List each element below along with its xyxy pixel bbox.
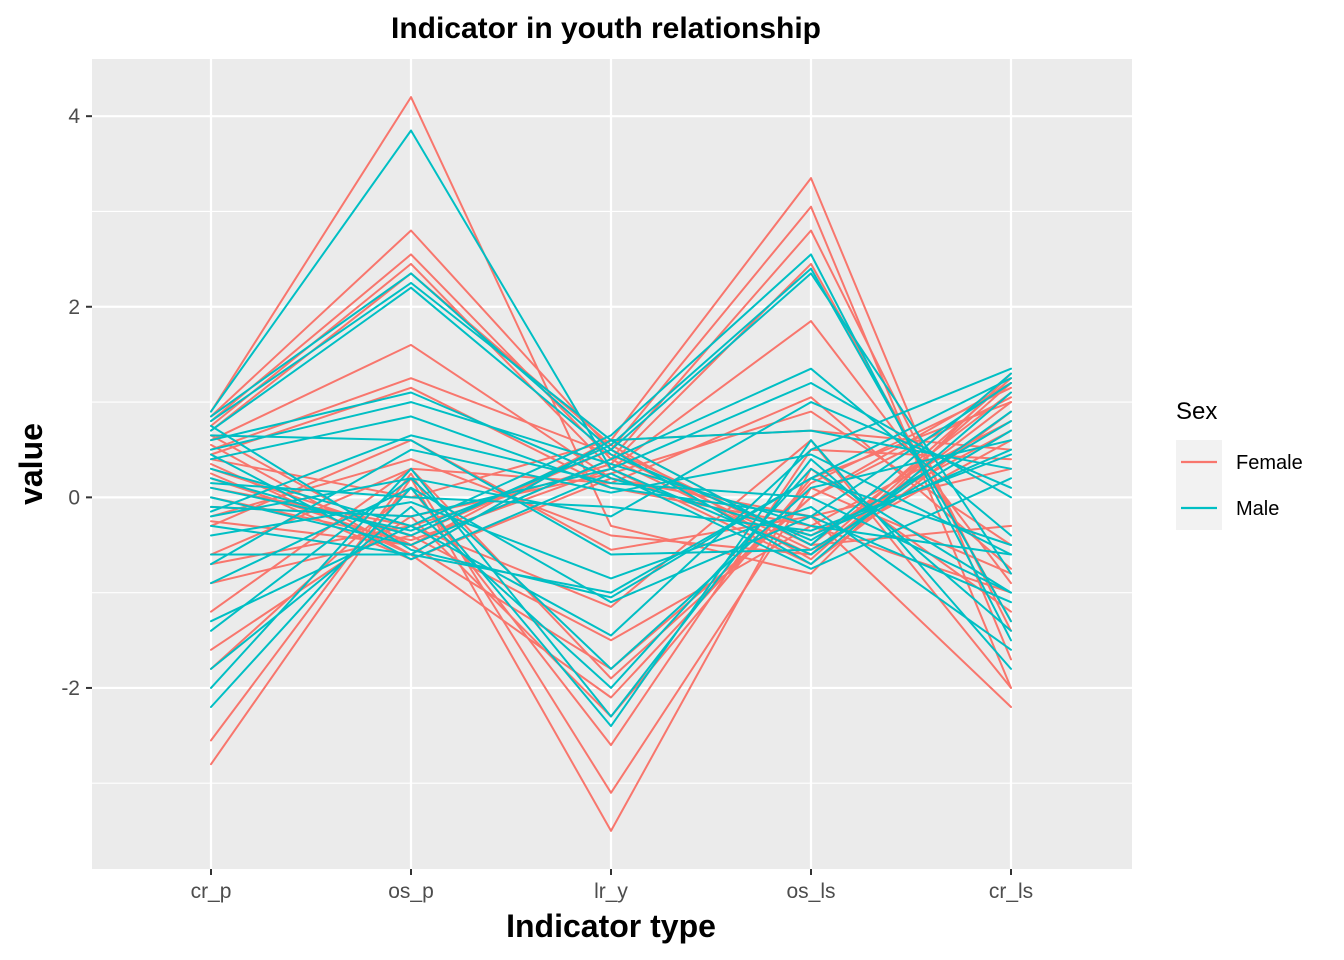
series-line-female-5: [210, 420, 1012, 642]
series-line-male-48: [210, 367, 1012, 546]
series-line-male-49: [210, 382, 1012, 518]
legend-label-female: Female: [1236, 452, 1303, 474]
chart-title: Indicator in youth relationship: [391, 12, 821, 45]
series-line-male-43: [210, 401, 1012, 556]
series-lines: [210, 96, 1012, 832]
series-line-male-55: [210, 434, 1012, 594]
series-line-male-45: [210, 253, 1012, 642]
series-line-male-42: [210, 391, 1012, 537]
x-axis: cr_p os_p lr_y os_ls cr_ls: [191, 869, 1033, 903]
x-tick-label: cr_ls: [989, 880, 1033, 903]
series-line-male-47: [210, 272, 1012, 575]
series-line-female-6: [210, 439, 1012, 689]
legend-label-male: Male: [1236, 498, 1279, 520]
x-tick-label: lr_y: [594, 880, 628, 903]
series-line-male-37: [210, 401, 1012, 518]
series-line-male-33: [210, 367, 1012, 637]
series-line-male-30: [210, 458, 1012, 718]
series-line-male-41: [210, 286, 1012, 542]
legend: Sex Female Male: [1176, 398, 1303, 530]
series-line-male-34: [210, 382, 1012, 604]
series-line-male-54: [210, 453, 1012, 570]
y-tick-label: 2: [68, 296, 80, 319]
y-axis: 4 2 0 -2: [61, 105, 92, 700]
legend-title: Sex: [1176, 398, 1217, 425]
x-tick-label: os_ls: [786, 880, 835, 903]
series-line-male-44: [210, 415, 1012, 604]
series-line-male-53: [210, 448, 1012, 566]
series-line-male-50: [210, 429, 1012, 556]
y-axis-label: value: [13, 423, 49, 505]
series-line-female-28: [210, 377, 1012, 556]
y-tick-label: -2: [61, 677, 80, 700]
x-tick-label: os_p: [388, 880, 434, 903]
series-line-female-7: [210, 439, 1012, 708]
series-line-male-52: [210, 429, 1012, 556]
x-axis-label: Indicator type: [506, 908, 716, 944]
series-line-female-23: [210, 386, 1012, 699]
series-line-male-56: [210, 453, 1012, 532]
y-tick-label: 4: [68, 105, 80, 128]
x-tick-label: cr_p: [191, 880, 232, 903]
y-tick-label: 0: [68, 486, 80, 509]
series-line-male-51: [210, 377, 1012, 599]
